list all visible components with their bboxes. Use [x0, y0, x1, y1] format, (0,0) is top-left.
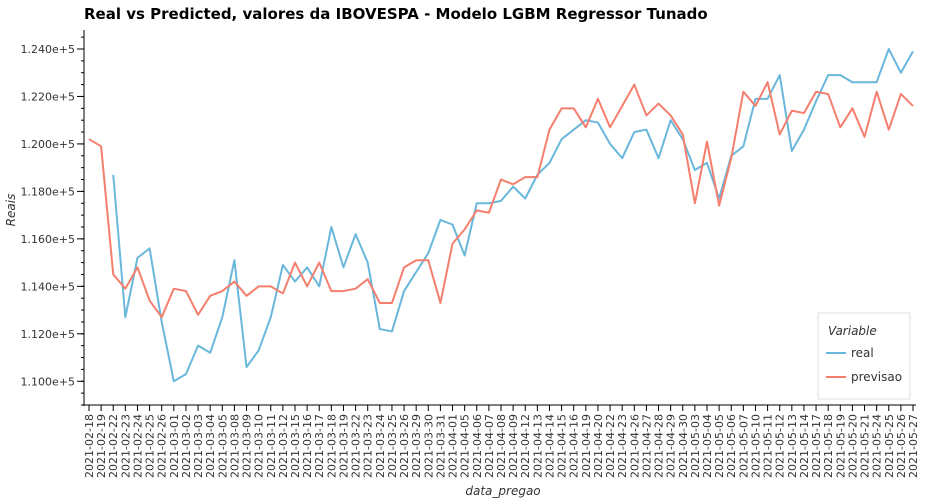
x-tick-label: 2021-03-04: [204, 414, 217, 478]
x-tick-label: 2021-03-03: [192, 414, 205, 478]
y-tick-label: 1.220e+5: [21, 90, 75, 103]
x-tick-label: 2021-04-14: [543, 414, 556, 478]
y-tick-label: 1.140e+5: [21, 280, 75, 293]
legend-box: [817, 312, 911, 400]
chart-title: Real vs Predicted, valores da IBOVESPA -…: [84, 5, 708, 23]
x-tick-label: 2021-04-28: [653, 414, 666, 478]
legend-title: Variable: [828, 324, 877, 338]
x-tick-label: 2021-05-10: [749, 414, 762, 478]
y-axis: 1.100e+5 1.120e+5 1.140e+5 1.160e+5 1.180e+5…: [21, 30, 85, 406]
x-tick-label: 2021-02-23: [119, 414, 132, 478]
x-tick-label: 2021-04-01: [447, 414, 460, 478]
x-tick-label: 2021-04-09: [507, 414, 520, 478]
x-tick-label: 2021-02-18: [83, 414, 96, 478]
x-axis-label: data_pregao: [465, 484, 540, 498]
x-tick-label: 2021-02-19: [95, 414, 108, 478]
x-tick-label: 2021-05-05: [713, 414, 726, 478]
x-tick-label: 2021-05-04: [701, 414, 714, 478]
y-tick-label: 1.160e+5: [21, 233, 75, 246]
x-tick-label: 2021-05-26: [895, 414, 908, 478]
x-tick-label: 2021-03-31: [434, 414, 447, 478]
x-tick-label: 2021-04-08: [495, 414, 508, 478]
x-tick-label: 2021-04-07: [483, 414, 496, 478]
x-tick-label: 2021-03-02: [180, 414, 193, 478]
y-tick-label: 1.200e+5: [21, 138, 75, 151]
x-tick-label: 2021-02-24: [131, 414, 144, 478]
x-tick-label: 2021-04-29: [665, 414, 678, 478]
x-tick-label: 2021-03-22: [350, 414, 363, 478]
x-tick-label: 2021-05-14: [798, 414, 811, 478]
x-tick-label: 2021-03-15: [289, 414, 302, 478]
x-tick-label: 2021-04-23: [616, 414, 629, 478]
series-line-previsao: [88, 81, 914, 319]
x-tick-label: 2021-03-01: [168, 414, 181, 478]
y-tick-label: 1.100e+5: [21, 375, 75, 388]
y-tick-label: 1.180e+5: [21, 185, 75, 198]
x-tick-label: 2021-04-20: [592, 414, 605, 478]
x-tick-label: 2021-03-18: [325, 414, 338, 478]
x-tick-label: 2021-04-19: [580, 414, 593, 478]
x-tick-label: 2021-03-17: [313, 414, 326, 478]
x-tick-label: 2021-05-13: [786, 414, 799, 478]
x-tick-label: 2021-05-12: [774, 414, 787, 478]
x-tick-label: 2021-03-12: [277, 414, 290, 478]
x-tick-label: 2021-04-06: [471, 414, 484, 478]
x-tick-label: 2021-02-22: [107, 414, 120, 478]
x-tick-label: 2021-03-08: [228, 414, 241, 478]
x-tick-label: 2021-04-15: [556, 414, 569, 478]
x-tick-label: 2021-05-20: [846, 414, 859, 478]
y-axis-label: Reais: [4, 194, 18, 227]
x-tick-label: 2021-05-06: [725, 414, 738, 478]
x-tick-label: 2021-05-24: [871, 414, 884, 478]
y-tick-label: 1.240e+5: [21, 43, 75, 56]
legend-label-real: real: [851, 346, 874, 360]
x-tick-label: 2021-03-11: [265, 414, 278, 478]
x-tick-label: 2021-05-11: [762, 414, 775, 478]
plot-area: [88, 47, 914, 383]
x-tick-label: 2021-03-30: [422, 414, 435, 478]
x-tick-label: 2021-03-29: [410, 414, 423, 478]
x-tick-label: 2021-03-05: [216, 414, 229, 478]
x-tick-label: 2021-03-19: [337, 414, 350, 478]
x-tick-label: 2021-03-25: [386, 414, 399, 478]
x-tick-label: 2021-03-10: [253, 414, 266, 478]
x-tick-label: 2021-04-30: [677, 414, 690, 478]
x-tick-label: 2021-04-16: [568, 414, 581, 478]
x-tick-label: 2021-02-25: [144, 414, 157, 478]
x-tick-label: 2021-04-27: [640, 414, 653, 478]
legend: Variable real previsao: [817, 312, 911, 400]
x-tick-label: 2021-04-26: [628, 414, 641, 478]
x-tick-label: 2021-05-17: [810, 414, 823, 478]
x-tick-label: 2021-05-03: [689, 414, 702, 478]
x-axis: 2021-02-18 2021-02-19 2021-02-22 2021-02-23…: [83, 404, 920, 478]
series-line-real: [112, 47, 914, 383]
x-tick-label: 2021-05-27: [907, 414, 920, 478]
x-tick-label: 2021-05-19: [834, 414, 847, 478]
x-tick-label: 2021-03-26: [398, 414, 411, 478]
x-tick-label: 2021-05-21: [859, 414, 872, 478]
x-tick-label: 2021-05-18: [822, 414, 835, 478]
x-tick-label: 2021-03-16: [301, 414, 314, 478]
x-tick-label: 2021-04-05: [459, 414, 472, 478]
y-tick-label: 1.120e+5: [21, 328, 75, 341]
legend-label-previsao: previsao: [851, 370, 902, 384]
x-tick-label: 2021-03-23: [362, 414, 375, 478]
x-tick-label: 2021-03-09: [241, 414, 254, 478]
x-tick-label: 2021-03-24: [374, 414, 387, 478]
x-tick-label: 2021-05-07: [737, 414, 750, 478]
x-tick-label: 2021-04-13: [531, 414, 544, 478]
x-tick-label: 2021-04-12: [519, 414, 532, 478]
x-tick-label: 2021-02-26: [156, 414, 169, 478]
x-tick-label: 2021-05-25: [883, 414, 896, 478]
x-tick-label: 2021-04-22: [604, 414, 617, 478]
